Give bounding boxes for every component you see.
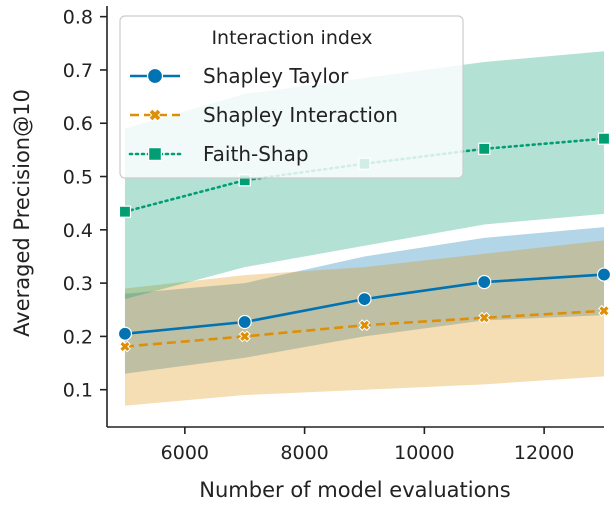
y-tick-label: 0.3	[63, 273, 93, 295]
faith-shap-legend-label: Faith-Shap	[203, 142, 309, 166]
y-tick-label: 0.8	[63, 7, 93, 29]
shapley-taylor-point	[596, 267, 612, 282]
shapley-taylor-point	[237, 314, 252, 330]
x-tick-label: 10000	[394, 442, 454, 464]
faith-shap-point	[478, 142, 491, 155]
y-tick-label: 0.5	[63, 167, 93, 189]
faith-shap-legend-marker	[148, 147, 162, 161]
x-tick-label: 8000	[280, 442, 328, 464]
shapley-interaction-point	[238, 330, 251, 343]
faith-shap-point	[597, 132, 611, 145]
axes	[106, 6, 604, 428]
shapley-taylor-point	[117, 326, 133, 341]
shapley-taylor-point	[357, 292, 372, 307]
tick-labels: 0.1 0.2 0.3 0.4 0.5 0.6 0.7 0.8 6000 8000 10000 120…	[63, 7, 575, 464]
shapley-interaction-legend-marker	[148, 108, 162, 122]
shapley-interaction-point	[478, 311, 491, 324]
shapley-interaction-legend-label: Shapley Interaction	[203, 103, 398, 127]
shapley-taylor-legend-marker	[146, 67, 164, 85]
shapley-interaction-point	[119, 340, 131, 353]
faith-shap-point	[118, 205, 132, 218]
shapley-interaction-point	[598, 304, 610, 317]
shapley-interaction-point	[358, 319, 371, 332]
x-tick-label: 6000	[161, 442, 209, 464]
y-tick-label: 0.1	[63, 380, 93, 402]
y-tick-label: 0.6	[63, 113, 93, 135]
x-tick-label: 12000	[514, 442, 574, 464]
legend-box	[119, 15, 464, 179]
y-tick-label: 0.2	[63, 326, 93, 348]
y-tick-label: 0.7	[63, 60, 93, 82]
shapley-taylor-point	[477, 274, 492, 290]
shapley-taylor-legend-label: Shapley Taylor	[203, 64, 349, 88]
y-tick-label: 0.4	[63, 220, 93, 242]
legend-title: Interaction index	[211, 27, 372, 49]
x-axis-label: Number of model evaluations	[199, 478, 510, 502]
y-axis-label: Averaged Precision@10	[10, 89, 34, 337]
legend[interactable]: Interaction index Shapley Taylor Shapley I…	[119, 15, 464, 179]
